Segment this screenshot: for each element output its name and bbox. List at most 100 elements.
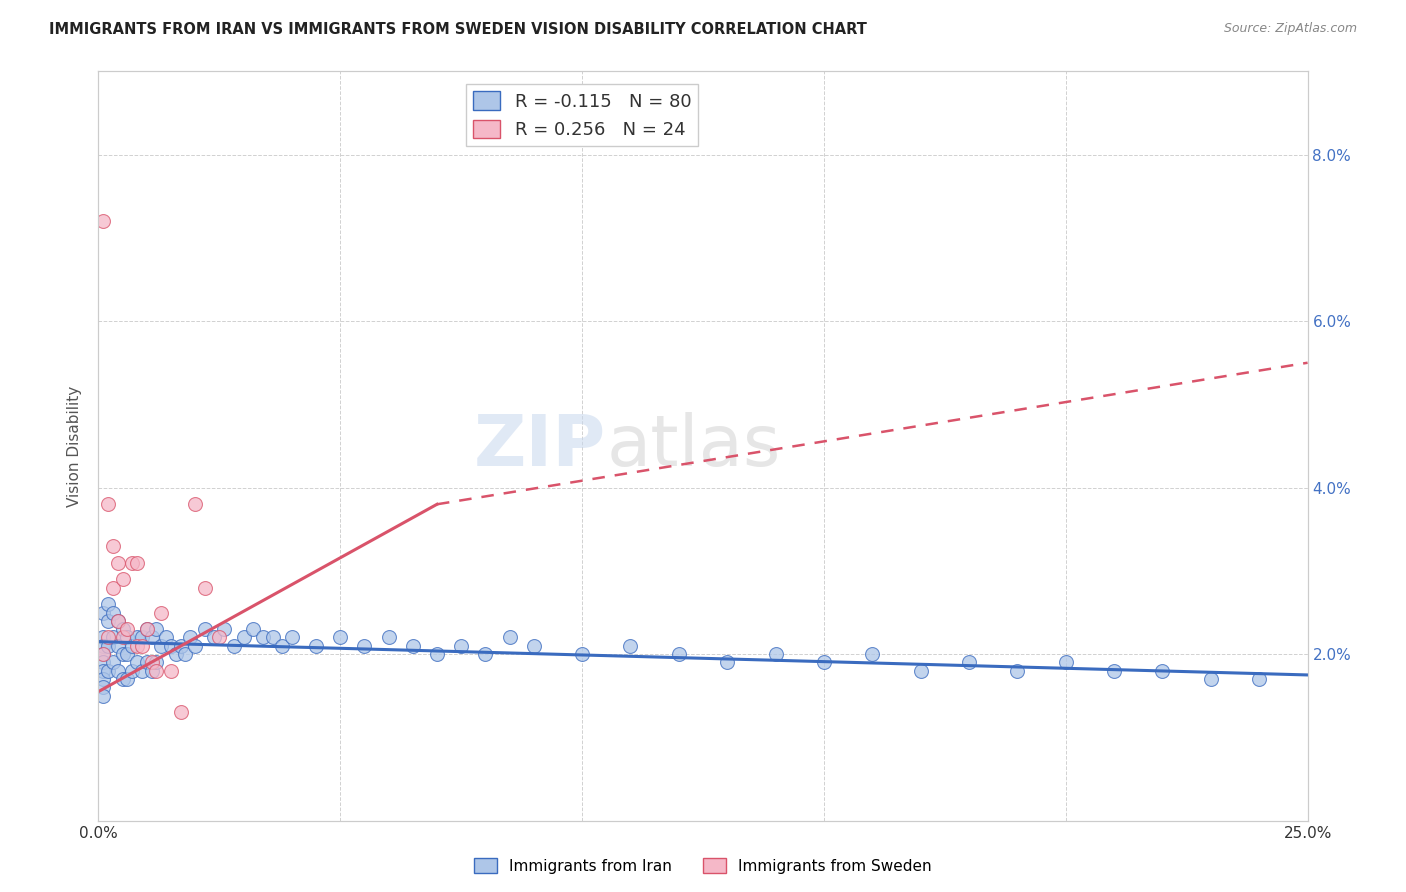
Point [127, 656, 149, 670]
Point [135, 622, 157, 636]
Point [97, 639, 120, 653]
Point [305, 639, 328, 653]
Point [91, 689, 114, 703]
Point [111, 631, 134, 645]
Point [107, 614, 129, 628]
Point [252, 631, 274, 645]
Point [910, 664, 932, 678]
Point [212, 622, 235, 636]
Point [131, 664, 153, 678]
Point [131, 631, 153, 645]
Point [450, 639, 472, 653]
Point [111, 622, 134, 636]
Point [121, 664, 143, 678]
Point [91, 606, 114, 620]
Point [165, 647, 187, 661]
Point [107, 664, 129, 678]
Point [281, 631, 304, 645]
Legend: R = -0.115   N = 80, R = 0.256   N = 24: R = -0.115 N = 80, R = 0.256 N = 24 [465, 84, 699, 146]
Point [1007, 664, 1029, 678]
Point [91, 639, 114, 653]
Point [91, 647, 114, 661]
Point [91, 656, 114, 670]
Point [174, 647, 197, 661]
Point [141, 656, 163, 670]
Point [117, 631, 139, 645]
Point [169, 706, 191, 720]
Point [1054, 656, 1077, 670]
Point [101, 631, 124, 645]
Point [111, 572, 134, 586]
Point [194, 581, 217, 595]
Text: ZIP: ZIP [474, 411, 606, 481]
Point [141, 631, 163, 645]
Point [377, 631, 399, 645]
Point [813, 656, 835, 670]
Point [91, 672, 114, 686]
Text: atlas: atlas [606, 411, 780, 481]
Point [97, 614, 120, 628]
Point [571, 647, 593, 661]
Point [107, 639, 129, 653]
Point [97, 631, 120, 645]
Point [107, 556, 129, 570]
Point [179, 631, 201, 645]
Point [329, 631, 352, 645]
Point [160, 639, 183, 653]
Point [91, 647, 114, 661]
Point [117, 622, 139, 636]
Point [860, 647, 883, 661]
Point [91, 681, 114, 695]
Point [111, 672, 134, 686]
Point [474, 647, 496, 661]
Point [160, 664, 183, 678]
Point [353, 639, 375, 653]
Point [242, 622, 264, 636]
Point [402, 639, 425, 653]
Point [117, 672, 139, 686]
Point [131, 639, 153, 653]
Point [232, 631, 254, 645]
Point [1102, 664, 1125, 678]
Point [91, 631, 114, 645]
Point [107, 614, 129, 628]
Point [121, 639, 143, 653]
Point [1152, 664, 1174, 678]
Point [97, 664, 120, 678]
Point [135, 656, 157, 670]
Text: Source: ZipAtlas.com: Source: ZipAtlas.com [1223, 22, 1357, 36]
Point [127, 556, 149, 570]
Point [145, 656, 167, 670]
Point [765, 647, 787, 661]
Point [184, 497, 207, 511]
Text: IMMIGRANTS FROM IRAN VS IMMIGRANTS FROM SWEDEN VISION DISABILITY CORRELATION CHA: IMMIGRANTS FROM IRAN VS IMMIGRANTS FROM … [49, 22, 868, 37]
Point [135, 622, 157, 636]
Point [101, 656, 124, 670]
Point [169, 639, 191, 653]
Point [101, 606, 124, 620]
Point [91, 664, 114, 678]
Point [97, 497, 120, 511]
Point [957, 656, 980, 670]
Point [117, 647, 139, 661]
Point [150, 606, 173, 620]
Point [262, 631, 284, 645]
Point [111, 647, 134, 661]
Y-axis label: Vision Disability: Vision Disability [67, 385, 83, 507]
Point [1249, 672, 1271, 686]
Point [97, 597, 120, 611]
Point [150, 639, 173, 653]
Point [716, 656, 738, 670]
Point [145, 622, 167, 636]
Point [619, 639, 641, 653]
Point [498, 631, 520, 645]
Point [155, 631, 177, 645]
Point [523, 639, 546, 653]
Point [145, 664, 167, 678]
Point [668, 647, 690, 661]
Legend: Immigrants from Iran, Immigrants from Sweden: Immigrants from Iran, Immigrants from Sw… [468, 852, 938, 880]
Point [101, 539, 124, 553]
Point [426, 647, 449, 661]
Point [184, 639, 207, 653]
Point [127, 639, 149, 653]
